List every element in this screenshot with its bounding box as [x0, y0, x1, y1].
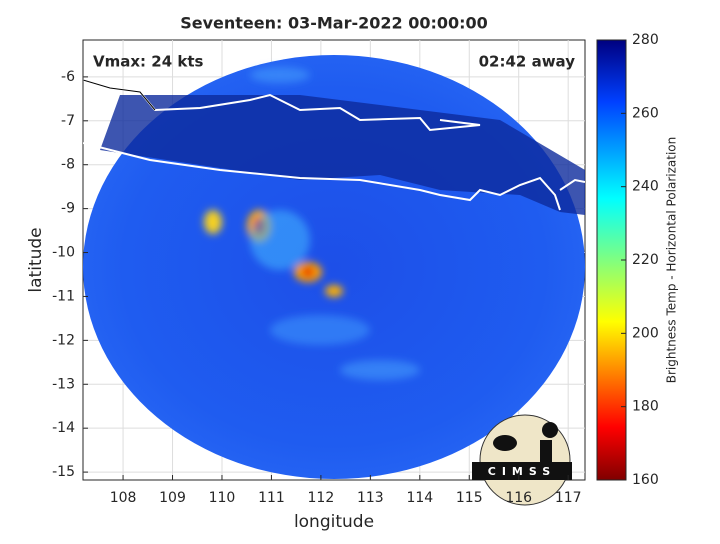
annotation: 02:42 away: [479, 53, 576, 71]
cimss-logo: CIMSS: [472, 414, 572, 506]
logo-text: CIMSS: [488, 465, 556, 478]
x-tick-label: 108: [110, 490, 137, 506]
chart-title: Seventeen: 03-Mar-2022 00:00:00: [180, 14, 488, 33]
colorbar-tick-label: 200: [632, 325, 659, 341]
colorbar-tick-label: 280: [632, 32, 659, 48]
satellite-image: [83, 55, 585, 479]
colorbar-label: Brightness Temp - Horizontal Polarizatio…: [665, 137, 679, 384]
x-tick-label: 111: [258, 490, 285, 506]
x-tick-label: 112: [308, 490, 335, 506]
colorbar-tick-label: 260: [632, 105, 659, 121]
colorbar-tick-label: 180: [632, 399, 659, 415]
x-tick-label: 116: [505, 490, 532, 506]
y-tick-label: -9: [61, 201, 75, 217]
y-tick-label: -12: [52, 332, 75, 348]
y-tick-label: -6: [61, 69, 75, 85]
x-tick-label: 109: [159, 490, 186, 506]
colorbar-tick-label: 160: [632, 472, 659, 488]
y-tick-label: -13: [52, 376, 75, 392]
x-tick-label: 113: [357, 490, 384, 506]
y-tick-label: -11: [52, 288, 75, 304]
x-axis-label: longitude: [294, 512, 374, 532]
y-tick-label: -15: [52, 464, 75, 480]
y-tick-label: -7: [61, 113, 75, 129]
annotation: Vmax: 24 kts: [93, 53, 203, 71]
x-tick-label: 115: [456, 490, 483, 506]
colorbar-tick-label: 220: [632, 252, 659, 268]
x-tick-label: 117: [555, 490, 582, 506]
y-tick-label: -10: [52, 245, 75, 261]
y-tick-label: -14: [52, 420, 75, 436]
y-tick-label: -8: [61, 157, 75, 173]
colorbar-tick-label: 240: [632, 179, 659, 195]
y-axis-label: latitude: [26, 227, 46, 292]
x-tick-label: 114: [406, 490, 433, 506]
x-tick-label: 110: [209, 490, 236, 506]
